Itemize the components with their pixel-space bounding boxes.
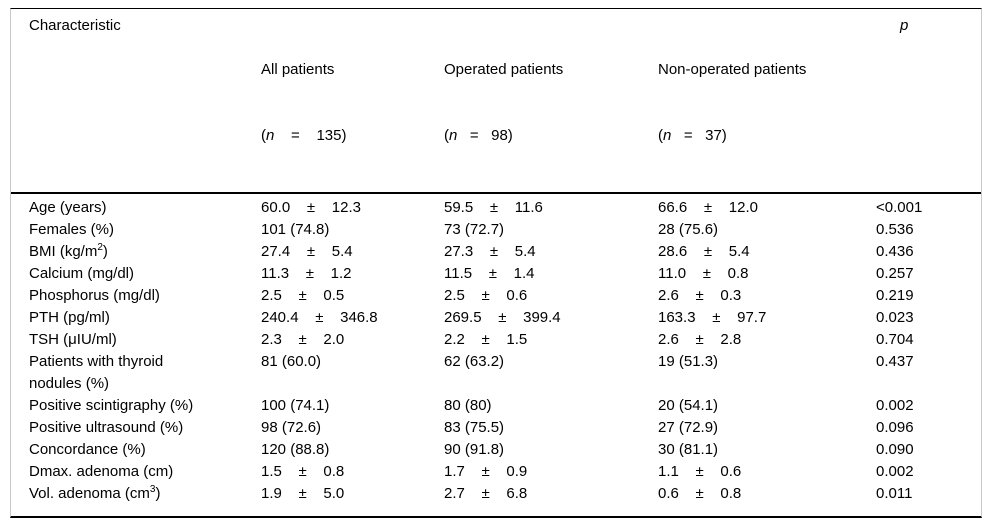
value-p: 0.090	[876, 441, 914, 458]
value-operated: 62 (63.2)	[444, 353, 505, 370]
table-row-ultrasound: Positive ultrasound (%) 98 (72.6) 83 (75…	[11, 417, 981, 439]
table-row-pth: PTH (pg/ml) 240.4 ± 346.8 269.5 ± 399.4 …	[11, 307, 981, 329]
value-p: 0.002	[876, 463, 914, 480]
value-p: <0.001	[876, 199, 923, 216]
value-operated: 80 (80)	[444, 397, 492, 414]
header-non-operated-patients: Non-operated patients (n = 37)	[658, 61, 807, 144]
value-non-operated: 19 (51.3)	[658, 353, 719, 370]
value-operated: 11.5 ± 1.4	[444, 265, 535, 282]
value-non-operated: 20 (54.1)	[658, 397, 719, 414]
table-row-concordance: Concordance (%) 120 (88.8) 90 (91.8) 30 …	[11, 439, 981, 461]
value-p: 0.002	[876, 397, 914, 414]
row-label: Concordance (%)	[29, 441, 146, 458]
value-non-operated: 1.1 ± 0.6	[658, 463, 742, 480]
value-non-operated: 2.6 ± 2.8	[658, 331, 742, 348]
header-operated-patients: Operated patients (n = 98)	[444, 61, 564, 144]
row-label: Phosphorus (mg/dl)	[29, 287, 160, 304]
value-all: 98 (72.6)	[261, 419, 322, 436]
table-row-phosphorus: Phosphorus (mg/dl) 2.5 ± 0.5 2.5 ± 0.6 2…	[11, 285, 981, 307]
table-row-age: Age (years) 60.0 ± 12.3 59.5 ± 11.6 66.6…	[11, 197, 981, 219]
table-row-scintigraphy: Positive scintigraphy (%) 100 (74.1) 80 …	[11, 395, 981, 417]
value-operated: 2.5 ± 0.6	[444, 287, 528, 304]
value-p: 0.437	[876, 353, 914, 370]
row-label: BMI (kg/m2)	[29, 242, 108, 261]
n-symbol: n	[266, 127, 275, 144]
table-row-dmax-adenoma: Dmax. adenoma (cm) 1.5 ± 0.8 1.7 ± 0.9 1…	[11, 461, 981, 483]
value-all: 27.4 ± 5.4	[261, 243, 353, 260]
row-label: Positive scintigraphy (%)	[29, 397, 194, 414]
value-all: 1.9 ± 5.0	[261, 485, 345, 502]
value-all: 11.3 ± 1.2	[261, 265, 352, 282]
value-p: 0.257	[876, 265, 914, 282]
value-operated: 83 (75.5)	[444, 419, 505, 436]
value-all: 60.0 ± 12.3	[261, 199, 361, 216]
value-p: 0.536	[876, 221, 914, 238]
table-row-thyroid-nodules: Patients with thyroid nodules (%) 81 (60…	[11, 351, 981, 395]
row-label: PTH (pg/ml)	[29, 309, 110, 326]
value-operated: 269.5 ± 399.4	[444, 309, 561, 326]
table-row-vol-adenoma: Vol. adenoma (cm3) 1.9 ± 5.0 2.7 ± 6.8 0…	[11, 483, 981, 505]
row-label: Age (years)	[29, 199, 107, 216]
table-header-row: Characteristic All patients (n = 135) Op…	[11, 9, 981, 194]
table-row-females: Females (%) 101 (74.8) 73 (72.7) 28 (75.…	[11, 219, 981, 241]
value-non-operated: 11.0 ± 0.8	[658, 265, 749, 282]
row-label: Dmax. adenoma (cm)	[29, 463, 174, 480]
row-label: Females (%)	[29, 221, 115, 238]
table-row-calcium: Calcium (mg/dl) 11.3 ± 1.2 11.5 ± 1.4 11…	[11, 263, 981, 285]
value-all: 2.3 ± 2.0	[261, 331, 345, 348]
value-non-operated: 27 (72.9)	[658, 419, 719, 436]
row-label: Vol. adenoma (cm3)	[29, 484, 161, 503]
value-all: 240.4 ± 346.8	[261, 309, 378, 326]
table-row-tsh: TSH (μIU/ml) 2.3 ± 2.0 2.2 ± 1.5 2.6 ± 2…	[11, 329, 981, 351]
value-operated: 2.2 ± 1.5	[444, 331, 528, 348]
patient-characteristics-table: Characteristic All patients (n = 135) Op…	[10, 8, 982, 518]
value-p: 0.219	[876, 287, 914, 304]
value-non-operated: 30 (81.1)	[658, 441, 719, 458]
value-operated: 73 (72.7)	[444, 221, 505, 238]
paper-table-screenshot: Characteristic All patients (n = 135) Op…	[10, 8, 982, 518]
n-symbol: n	[663, 127, 672, 144]
row-label: Patients with thyroid nodules (%)	[29, 353, 164, 392]
value-p: 0.023	[876, 309, 914, 326]
value-operated: 90 (91.8)	[444, 441, 505, 458]
value-all: 100 (74.1)	[261, 397, 330, 414]
table-row-bmi: BMI (kg/m2) 27.4 ± 5.4 27.3 ± 5.4 28.6 ±…	[11, 241, 981, 263]
value-non-operated: 28 (75.6)	[658, 221, 719, 238]
value-operated: 27.3 ± 5.4	[444, 243, 536, 260]
table-body: Age (years) 60.0 ± 12.3 59.5 ± 11.6 66.6…	[11, 194, 981, 516]
row-label: Calcium (mg/dl)	[29, 265, 135, 282]
header-p-value: p	[900, 17, 909, 34]
value-operated: 59.5 ± 11.6	[444, 199, 543, 216]
row-label: TSH (μIU/ml)	[29, 331, 117, 348]
value-non-operated: 0.6 ± 0.8	[658, 485, 742, 502]
value-p: 0.096	[876, 419, 914, 436]
value-non-operated: 163.3 ± 97.7	[658, 309, 767, 326]
value-non-operated: 28.6 ± 5.4	[658, 243, 750, 260]
value-non-operated: 66.6 ± 12.0	[658, 199, 758, 216]
value-all: 1.5 ± 0.8	[261, 463, 345, 480]
header-all-patients: All patients (n = 135)	[261, 61, 347, 144]
value-all: 81 (60.0)	[261, 353, 322, 370]
value-non-operated: 2.6 ± 0.3	[658, 287, 742, 304]
value-all: 2.5 ± 0.5	[261, 287, 345, 304]
value-p: 0.704	[876, 331, 914, 348]
value-all: 101 (74.8)	[261, 221, 330, 238]
value-p: 0.011	[876, 485, 913, 502]
header-characteristic: Characteristic	[29, 17, 121, 34]
value-p: 0.436	[876, 243, 914, 260]
value-all: 120 (88.8)	[261, 441, 330, 458]
value-operated: 2.7 ± 6.8	[444, 485, 528, 502]
n-symbol: n	[449, 127, 458, 144]
row-label: Positive ultrasound (%)	[29, 419, 184, 436]
value-operated: 1.7 ± 0.9	[444, 463, 528, 480]
